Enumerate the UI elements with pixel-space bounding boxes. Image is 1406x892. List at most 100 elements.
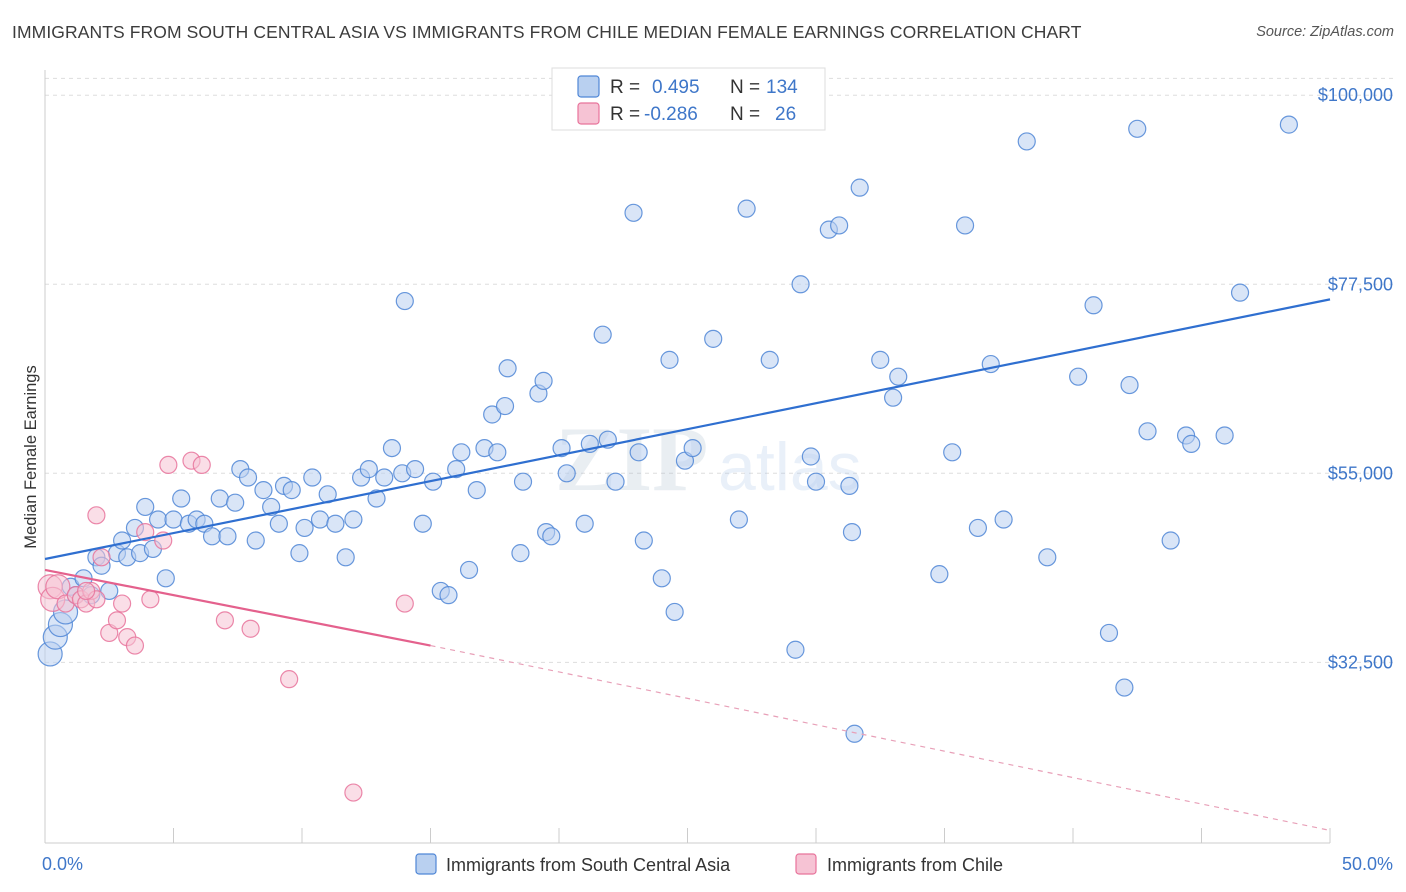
data-point-chile bbox=[141, 590, 160, 609]
data-point-chile bbox=[215, 611, 234, 630]
y-axis-title: Median Female Earnings bbox=[22, 365, 40, 548]
data-point-south-central-asia bbox=[1230, 283, 1250, 302]
data-point-south-central-asia bbox=[238, 468, 258, 487]
chart-title: IMMIGRANTS FROM SOUTH CENTRAL ASIA VS IM… bbox=[12, 22, 1082, 42]
data-point-south-central-asia bbox=[1115, 678, 1134, 697]
trend-lines bbox=[44, 298, 1331, 831]
data-point-south-central-asia bbox=[511, 544, 530, 563]
bottom-legend-swatch-blue bbox=[415, 853, 437, 875]
data-point-south-central-asia bbox=[513, 472, 533, 491]
bottom-legend-label-pink: Immigrants from Chile bbox=[827, 855, 1003, 875]
legend-r-label-2: R = bbox=[610, 104, 640, 125]
data-point-south-central-asia bbox=[786, 640, 805, 659]
bottom-legend-swatch-pink bbox=[795, 853, 817, 875]
data-point-south-central-asia bbox=[889, 367, 908, 386]
data-point-south-central-asia bbox=[593, 325, 612, 344]
x-tick-label-min: 0.0% bbox=[42, 854, 83, 874]
data-point-south-central-asia bbox=[295, 518, 314, 538]
data-point-south-central-asia bbox=[845, 724, 864, 743]
data-point-south-central-asia bbox=[801, 447, 820, 466]
data-point-south-central-asia bbox=[495, 396, 515, 416]
data-point-south-central-asia bbox=[552, 438, 571, 458]
data-point-south-central-asia bbox=[737, 199, 756, 218]
data-point-south-central-asia bbox=[557, 464, 576, 483]
data-point-south-central-asia bbox=[629, 443, 648, 462]
data-point-south-central-asia bbox=[1128, 119, 1147, 138]
data-point-south-central-asia bbox=[1161, 531, 1180, 550]
data-point-south-central-asia bbox=[303, 468, 322, 487]
data-point-south-central-asia bbox=[955, 216, 975, 235]
data-point-south-central-asia bbox=[226, 493, 245, 512]
legend-swatch-blue bbox=[577, 75, 600, 98]
data-point-south-central-asia bbox=[704, 329, 723, 348]
series-chile bbox=[37, 451, 414, 802]
data-point-chile bbox=[92, 548, 111, 567]
data-point-chile bbox=[192, 455, 211, 475]
data-point-chile bbox=[87, 506, 106, 525]
y-tick-label: $32,500 bbox=[1328, 652, 1393, 672]
watermark: ZIP atlas bbox=[555, 408, 862, 510]
legend-r-value-1: 0.495 bbox=[652, 77, 700, 98]
data-point-south-central-asia bbox=[1279, 115, 1298, 134]
series-south-central-asia bbox=[37, 115, 1298, 743]
data-point-south-central-asia bbox=[968, 518, 988, 538]
data-point-south-central-asia bbox=[172, 489, 191, 508]
data-point-south-central-asia bbox=[1084, 296, 1103, 315]
data-point-south-central-asia bbox=[254, 481, 273, 500]
data-point-south-central-asia bbox=[542, 527, 561, 546]
data-point-chile bbox=[112, 594, 132, 613]
data-point-south-central-asia bbox=[326, 514, 345, 533]
data-point-south-central-asia bbox=[246, 531, 265, 550]
data-point-south-central-asia bbox=[405, 460, 425, 479]
data-point-south-central-asia bbox=[488, 443, 507, 462]
data-point-south-central-asia bbox=[1138, 422, 1157, 441]
data-point-south-central-asia bbox=[262, 497, 281, 517]
y-tick-labels: $32,500 $55,000 $77,500 $100,000 bbox=[1318, 85, 1393, 672]
data-point-south-central-asia bbox=[310, 510, 330, 529]
source-label: Source: ZipAtlas.com bbox=[1256, 24, 1394, 40]
data-point-south-central-asia bbox=[660, 350, 679, 369]
data-point-south-central-asia bbox=[930, 565, 949, 584]
data-point-chile bbox=[107, 611, 127, 630]
data-point-south-central-asia bbox=[943, 443, 962, 462]
legend-n-value-2: 26 bbox=[775, 104, 796, 125]
data-point-south-central-asia bbox=[156, 569, 175, 588]
data-point-south-central-asia bbox=[575, 514, 594, 533]
data-point-south-central-asia bbox=[850, 178, 869, 197]
trend-line-south-central-asia bbox=[44, 298, 1331, 561]
data-point-south-central-asia bbox=[830, 216, 849, 235]
data-point-south-central-asia bbox=[382, 438, 402, 458]
data-point-south-central-asia bbox=[840, 476, 859, 496]
data-point-chile bbox=[395, 594, 414, 613]
data-point-chile bbox=[280, 670, 299, 689]
y-tick-label: $77,500 bbox=[1328, 274, 1393, 294]
data-point-south-central-asia bbox=[344, 510, 363, 529]
data-point-south-central-asia bbox=[1069, 367, 1088, 386]
data-point-south-central-asia bbox=[413, 514, 432, 533]
data-point-south-central-asia bbox=[842, 523, 862, 542]
data-point-south-central-asia bbox=[883, 388, 903, 407]
data-point-south-central-asia bbox=[606, 472, 625, 491]
data-point-south-central-asia bbox=[729, 510, 749, 529]
y-tick-label: $55,000 bbox=[1328, 463, 1393, 483]
data-point-south-central-asia bbox=[634, 531, 653, 550]
data-point-chile bbox=[241, 619, 260, 638]
data-point-chile bbox=[125, 636, 145, 655]
data-point-south-central-asia bbox=[791, 275, 810, 294]
watermark-atlas: atlas bbox=[718, 429, 862, 505]
data-point-south-central-asia bbox=[1038, 548, 1057, 567]
data-point-south-central-asia bbox=[164, 510, 183, 529]
data-point-south-central-asia bbox=[994, 510, 1013, 529]
data-point-south-central-asia bbox=[534, 371, 553, 390]
data-point-south-central-asia bbox=[202, 527, 222, 546]
legend-n-value-1: 134 bbox=[766, 77, 798, 98]
bottom-legend-label-blue: Immigrants from South Central Asia bbox=[446, 855, 731, 875]
data-point-south-central-asia bbox=[1120, 375, 1139, 395]
data-point-chile bbox=[344, 783, 363, 802]
data-point-south-central-asia bbox=[269, 514, 288, 533]
data-point-south-central-asia bbox=[652, 569, 671, 588]
data-point-south-central-asia bbox=[210, 489, 229, 508]
data-point-south-central-asia bbox=[218, 527, 237, 546]
x-ticks bbox=[44, 828, 1331, 843]
